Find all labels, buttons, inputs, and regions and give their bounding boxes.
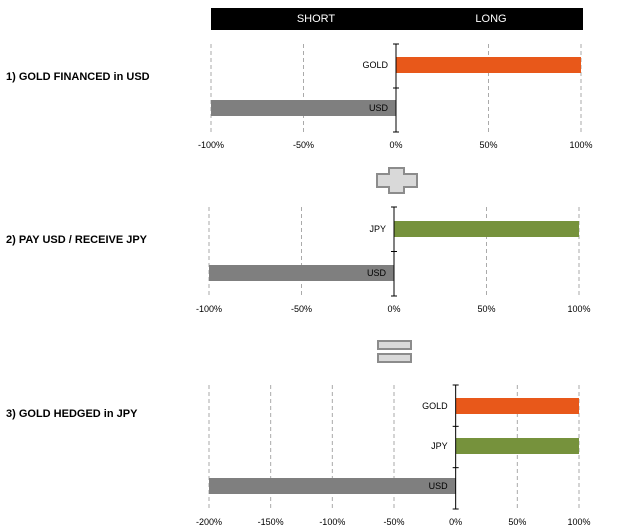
chart-title: 3) GOLD HEDGED in JPY: [6, 408, 138, 420]
category-label: USD: [429, 481, 449, 491]
tick-label: 0%: [389, 140, 402, 150]
category-label: USD: [367, 268, 387, 278]
long-label: LONG: [475, 13, 507, 25]
tick-label: 0%: [449, 517, 462, 527]
bar-jpy: [455, 438, 579, 454]
category-label: JPY: [369, 224, 386, 234]
chart-1: 1) GOLD FINANCED in USD GOLD USD -100% -50% 0…: [6, 43, 593, 150]
tick-label: -100%: [319, 517, 345, 527]
tick-label: 50%: [508, 517, 526, 527]
short-label: SHORT: [296, 13, 336, 25]
chart-title: 1) GOLD FINANCED in USD: [6, 71, 150, 83]
bar-usd: [211, 100, 396, 116]
tick-label: 50%: [479, 140, 497, 150]
tick-label: -150%: [258, 517, 284, 527]
bar-usd: [209, 478, 456, 494]
plus-icon: [376, 167, 418, 194]
chart-2: 2) PAY USD / RECEIVE JPY JPY USD -100% -50% 0…: [6, 206, 591, 314]
bar-jpy: [394, 221, 579, 237]
chart-title: 2) PAY USD / RECEIVE JPY: [6, 234, 148, 246]
tick-label: -50%: [293, 140, 314, 150]
tick-label: 50%: [477, 304, 495, 314]
category-label: GOLD: [422, 401, 448, 411]
equals-icon: [377, 340, 412, 363]
tick-label: 0%: [387, 304, 400, 314]
tick-label: -200%: [196, 517, 222, 527]
chart-3: 3) GOLD HEDGED in JPY GOLD JPY USD -200% -150…: [6, 384, 591, 527]
tick-label: 100%: [569, 140, 592, 150]
category-label: USD: [369, 103, 389, 113]
category-label: JPY: [431, 441, 448, 451]
tick-label: -50%: [291, 304, 312, 314]
bar-gold: [455, 398, 579, 414]
tick-label: -100%: [196, 304, 222, 314]
bar-gold: [396, 57, 581, 73]
bar-usd: [209, 265, 394, 281]
tick-label: 100%: [567, 517, 590, 527]
tick-label: -50%: [383, 517, 404, 527]
short-long-header: SHORT LONG: [211, 8, 583, 30]
category-label: GOLD: [362, 60, 388, 70]
tick-label: -100%: [198, 140, 224, 150]
tick-label: 100%: [567, 304, 590, 314]
